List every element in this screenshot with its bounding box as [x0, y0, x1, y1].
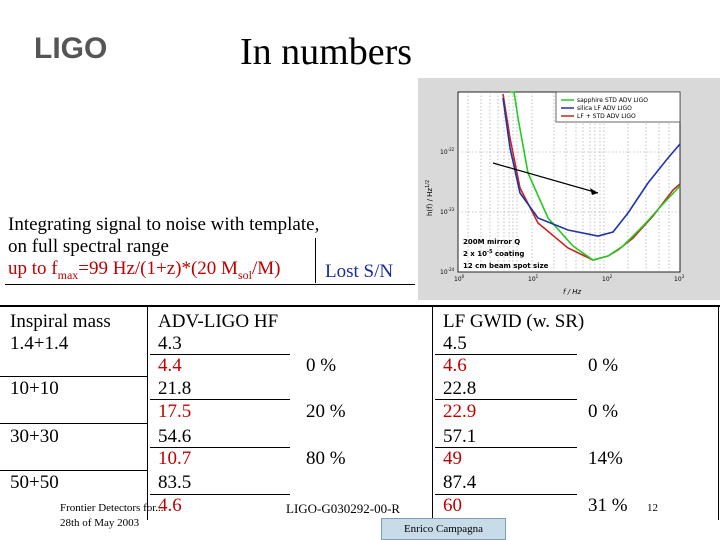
plot-xlabel: f / Hz	[563, 288, 582, 296]
row1-lf-rule	[435, 354, 577, 355]
x-tick-4: 103	[674, 274, 685, 283]
lost-sn-label: Lost S/N	[325, 261, 394, 282]
plot-arrow	[492, 162, 599, 194]
row1-adv-loss: 0 %	[306, 355, 337, 376]
plot-arrow-head	[590, 188, 598, 195]
row2-lf-loss: 0 %	[588, 401, 619, 422]
integration-text: Integrating signal to noise with templat…	[8, 214, 418, 286]
table-divider-a	[147, 307, 148, 520]
row4-lf-rule	[435, 494, 577, 495]
row2-lf: 22.8	[443, 378, 477, 399]
row3-lf-red: 49	[443, 448, 462, 469]
row2-adv-red: 17.5	[158, 401, 192, 422]
header-adv-ligo: ADV-LIGO HF	[158, 311, 279, 332]
x-tick-3: 102	[602, 274, 613, 283]
y-tick-3: 10-24	[440, 267, 455, 276]
row1-adv-rule	[150, 354, 290, 355]
x-tick-2: 101	[528, 274, 539, 283]
slide-title: In numbers	[240, 31, 413, 73]
row4-lf: 87.4	[443, 472, 477, 493]
row1-adv: 4.3	[158, 333, 182, 354]
y-tick-1: 10-22	[440, 147, 455, 156]
curve-silica	[502, 97, 681, 237]
row2-adv: 21.8	[158, 378, 192, 399]
y-tick-2: 10-23	[440, 207, 455, 216]
row3-lf-rule	[435, 447, 577, 448]
page-number: 12	[647, 502, 658, 514]
row2-adv-rule	[150, 399, 290, 400]
ligo-logo-text: LIGO	[34, 32, 107, 64]
row2-mass: 10+10	[10, 378, 59, 399]
presenter-box: Enrico Campagna	[381, 518, 506, 540]
footer-event: Frontier Detectors for...	[60, 502, 164, 514]
row1-lf: 4.5	[443, 333, 467, 354]
annotation-line-3: 12 cm beam spot size	[463, 262, 549, 270]
row1-lf-red: 4.6	[443, 355, 467, 376]
plot-annotation: 200M mirror Q 2 x 10-5 coating 12 cm bea…	[463, 238, 549, 270]
table-top-border	[0, 305, 720, 307]
row1-mass-rule	[0, 376, 147, 377]
row3-adv-red: 10.7	[158, 448, 192, 469]
x-tick-1: 100	[454, 274, 465, 283]
row3-lf-loss: 14%	[588, 448, 623, 469]
plot-legend-items: sapphire STD ADV LIGO silica LF ADV LIGO…	[561, 97, 648, 120]
row1-mass: 1.4+1.4	[10, 333, 69, 354]
row3-mass: 30+30	[10, 426, 59, 447]
header-lf-gwid: LF GWID (w. SR)	[443, 311, 585, 332]
row4-adv-rule	[150, 494, 290, 495]
row3-adv-rule	[150, 447, 290, 448]
row3-lf: 57.1	[443, 426, 477, 447]
sensitivity-plot: sapphire STD ADV LIGO silica LF ADV LIGO…	[418, 78, 720, 300]
integration-divider	[315, 238, 316, 283]
plot-y-ticks: 10-22 10-23 10-24	[440, 147, 455, 276]
row2-mass-rule	[0, 423, 147, 424]
row4-adv: 83.5	[158, 472, 192, 493]
row2-adv-loss: 20 %	[306, 401, 346, 422]
integration-line-2: on full spectral range	[8, 236, 169, 257]
annotation-line-2: 2 x 10-5 coating	[463, 249, 524, 258]
integration-underline	[5, 284, 415, 285]
header-inspiral-mass: Inspiral mass	[10, 311, 111, 332]
row2-lf-red: 22.9	[443, 401, 477, 422]
row4-lf-loss: 31 %	[588, 495, 628, 516]
row4-lf-red: 60	[443, 495, 462, 516]
row4-adv-red: 4.6	[158, 495, 182, 516]
ligo-logo: LIGO	[34, 32, 107, 64]
plot-curves	[502, 91, 681, 261]
row2-lf-rule	[435, 399, 577, 400]
row1-lf-loss: 0 %	[588, 355, 619, 376]
row3-adv: 54.6	[158, 426, 192, 447]
plot-legend	[555, 91, 681, 123]
curve-sapphire	[510, 91, 681, 261]
row3-mass-rule	[0, 470, 147, 471]
row3-adv-loss: 80 %	[306, 448, 346, 469]
plot-ylabel: h(f) / Hz1/2	[425, 180, 434, 216]
plot-x-ticks: 100 101 102 103	[454, 274, 685, 283]
row1-adv-red: 4.4	[158, 355, 182, 376]
integration-line-3: up to fmax=99 Hz/(1+z)*(20 Msol/M)	[8, 258, 281, 282]
footer-doc-id: LIGO-G030292-00-R	[286, 501, 401, 516]
footer-date: 28th of May 2003	[60, 517, 140, 529]
integration-line-1: Integrating signal to noise with templat…	[8, 214, 320, 235]
table-divider-b	[432, 307, 433, 520]
table-right-border	[718, 307, 719, 520]
legend-label-silica: silica LF ADV LIGO	[577, 105, 632, 112]
legend-label-lf: LF + STD ADV LIGO	[577, 113, 636, 120]
legend-label-sapphire: sapphire STD ADV LIGO	[577, 97, 648, 104]
annotation-line-1: 200M mirror Q	[463, 238, 520, 246]
row4-mass: 50+50	[10, 472, 59, 493]
